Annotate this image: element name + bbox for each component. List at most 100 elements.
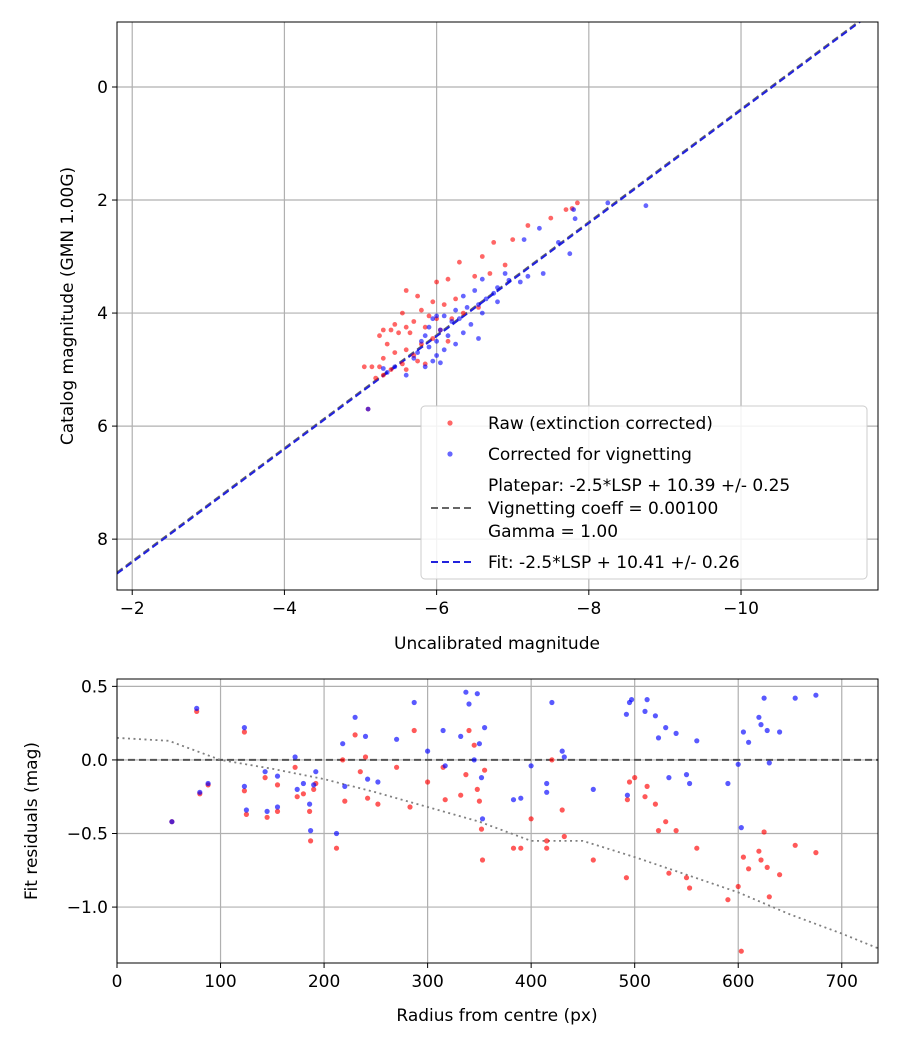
point-corrected: [394, 736, 400, 742]
point-raw: [644, 783, 650, 790]
x-tick-label: −6: [424, 599, 449, 619]
point-raw: [764, 864, 770, 871]
point-corrected-for-vignetting: [434, 353, 439, 358]
top-x-axis-label: Uncalibrated magnitude: [394, 634, 600, 654]
legend-label-corrected: Corrected for vignetting: [488, 445, 692, 465]
x-tick-label: −2: [120, 599, 145, 619]
top-axes-frame: [116, 21, 879, 591]
point-corrected: [311, 782, 317, 788]
point-raw: [333, 845, 340, 851]
y-tick-label: 0.5: [81, 677, 108, 697]
point-raw-extinction-corrected: [373, 375, 379, 381]
legend-label-platepar-1: Platepar: -2.5*LSP + 10.39 +/- 0.25: [488, 476, 790, 496]
point-raw: [308, 838, 314, 844]
point-corrected-for-vignetting: [449, 319, 455, 324]
point-corrected-for-vignetting: [419, 338, 424, 344]
point-corrected-for-vignetting: [426, 324, 432, 330]
point-corrected: [274, 773, 281, 779]
point-raw: [274, 782, 281, 788]
point-raw: [274, 808, 281, 815]
point-corrected: [673, 730, 679, 737]
point-corrected: [624, 792, 631, 798]
point-corrected: [666, 775, 672, 781]
point-raw-extinction-corrected: [380, 372, 386, 378]
point-raw: [243, 811, 249, 818]
point-raw: [549, 757, 555, 763]
point-raw-extinction-corrected: [479, 254, 485, 259]
x-tick-label: 300: [411, 972, 443, 992]
point-raw-extinction-corrected: [548, 215, 554, 221]
point-raw: [725, 897, 731, 903]
legend: Raw (extinction corrected) Corrected for…: [420, 405, 868, 580]
point-corrected: [241, 783, 247, 790]
point-corrected: [243, 807, 249, 813]
point-corrected: [463, 689, 469, 695]
point-corrected: [466, 701, 472, 707]
point-corrected: [300, 780, 306, 787]
bottom-points: [169, 689, 819, 954]
point-raw: [666, 870, 672, 876]
point-raw-extinction-corrected: [472, 273, 478, 279]
point-corrected: [756, 714, 762, 720]
bottom-residuals-panel: 0 100 200 300 400 500 600 700 0.5 0.0 −0.5 −1.0 Ra…: [22, 677, 879, 1026]
point-raw-extinction-corrected: [396, 330, 401, 336]
point-raw: [466, 727, 472, 734]
point-raw: [683, 875, 690, 881]
legend-marker-raw: [447, 420, 453, 426]
point-corrected-for-vignetting: [506, 277, 512, 283]
y-tick-label: 0: [97, 78, 108, 98]
x-tick-label: 600: [722, 972, 754, 992]
point-raw: [735, 883, 741, 890]
top-points: [361, 200, 649, 412]
point-corrected: [544, 780, 550, 787]
point-raw: [262, 775, 268, 781]
point-raw: [362, 754, 369, 760]
point-raw: [518, 845, 524, 851]
point-corrected: [313, 769, 319, 775]
point-raw: [687, 885, 693, 891]
point-corrected-for-vignetting: [472, 288, 478, 293]
point-raw: [482, 767, 488, 773]
point-corrected: [642, 708, 648, 715]
legend-label-platepar-2: Vignetting coeff = 0.00100: [488, 499, 718, 519]
point-raw-extinction-corrected: [403, 324, 409, 330]
point-corrected: [333, 830, 340, 837]
point-raw: [624, 797, 631, 803]
point-corrected: [777, 729, 783, 735]
point-corrected-for-vignetting: [384, 370, 390, 375]
point-corrected: [725, 780, 731, 787]
point-corrected-for-vignetting: [643, 203, 649, 209]
y-tick-label: 8: [97, 530, 108, 550]
point-corrected-for-vignetting: [426, 344, 432, 350]
point-raw-extinction-corrected: [575, 200, 580, 206]
point-corrected-for-vignetting: [460, 293, 466, 299]
point-raw: [474, 786, 480, 793]
point-raw: [559, 807, 565, 813]
point-corrected-for-vignetting: [572, 216, 578, 222]
point-raw: [694, 845, 700, 851]
point-corrected: [740, 729, 747, 735]
point-raw-extinction-corrected: [415, 358, 420, 364]
point-raw: [561, 833, 567, 840]
point-corrected-for-vignetting: [521, 237, 527, 243]
point-raw: [766, 894, 772, 900]
point-raw: [311, 786, 317, 793]
point-corrected: [655, 735, 662, 741]
point-corrected: [241, 725, 247, 731]
point-raw-extinction-corrected: [525, 223, 531, 228]
point-raw: [300, 791, 306, 797]
point-raw: [442, 797, 448, 803]
point-corrected-for-vignetting: [438, 327, 443, 333]
point-raw-extinction-corrected: [392, 322, 398, 327]
point-raw: [375, 801, 381, 807]
point-raw: [479, 857, 486, 863]
point-raw: [761, 829, 767, 835]
point-corrected-for-vignetting: [479, 276, 485, 282]
x-tick-label: 700: [826, 972, 858, 992]
point-corrected-for-vignetting: [457, 316, 462, 322]
point-corrected: [652, 713, 659, 719]
point-raw: [623, 875, 630, 881]
point-raw-extinction-corrected: [400, 310, 405, 316]
point-raw: [792, 842, 798, 848]
